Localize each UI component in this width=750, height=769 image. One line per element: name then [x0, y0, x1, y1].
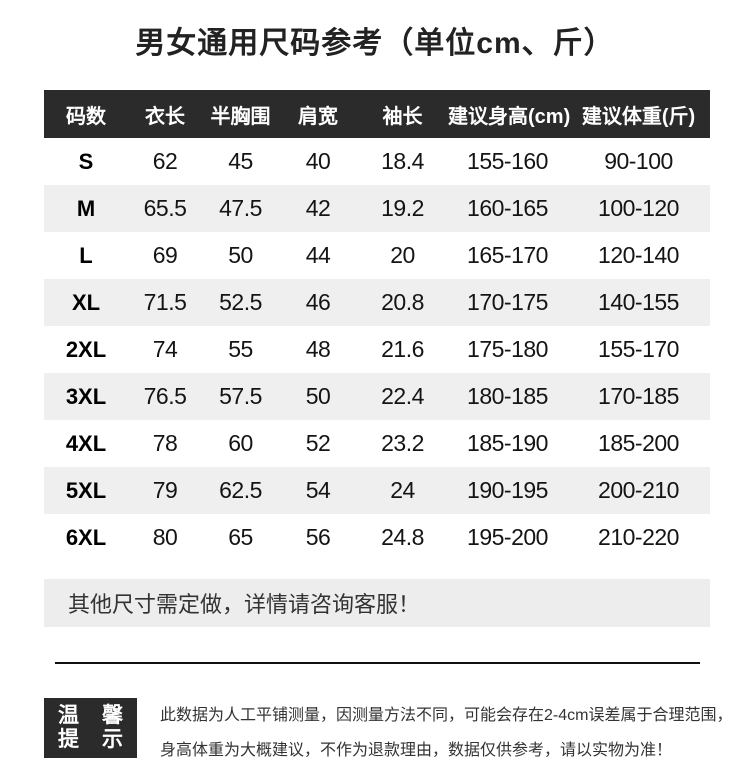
- page-title: 男女通用尺码参考（单位cm、斤）: [135, 27, 615, 60]
- shoulder-width-cell: 42: [305, 195, 331, 221]
- table-row: L 69 50 44 20 165-170 120-140: [44, 232, 710, 279]
- size-code-cell: 3XL: [65, 383, 107, 409]
- suggested-height-cell: 175-180: [467, 336, 548, 362]
- half-chest-cell: 60: [228, 430, 253, 456]
- header-half-chest: 半胸围: [210, 105, 271, 128]
- garment-length-cell: 76.5: [143, 383, 187, 409]
- shoulder-width-cell: 54: [305, 477, 331, 503]
- garment-length-cell: 79: [152, 477, 178, 503]
- size-code-cell: 6XL: [65, 524, 107, 550]
- suggested-height-cell: 160-165: [467, 195, 548, 221]
- half-chest-cell: 47.5: [219, 195, 262, 221]
- table-row: 3XL 76.5 57.5 50 22.4 180-185 170-185: [44, 373, 710, 420]
- table-header-row: 码数 衣长 半胸围 肩宽 袖长 建议身高(cm) 建议体重(斤): [44, 90, 710, 138]
- sleeve-length-cell: 24: [390, 477, 415, 503]
- half-chest-cell: 45: [228, 148, 253, 174]
- size-code-cell: L: [79, 242, 93, 268]
- sleeve-length-cell: 21.6: [381, 336, 424, 362]
- sleeve-length-cell: 19.2: [381, 195, 424, 221]
- half-chest-cell: 65: [228, 524, 253, 550]
- size-code-cell: XL: [71, 289, 101, 315]
- suggested-weight-cell: 200-210: [598, 477, 679, 503]
- suggested-height-cell: 165-170: [467, 242, 548, 268]
- table-row: XL 71.5 52.5 46 20.8 170-175 140-155: [44, 279, 710, 326]
- header-size-code: 码数: [66, 105, 106, 128]
- shoulder-width-cell: 56: [305, 524, 331, 550]
- table-row: 4XL 78 60 52 23.2 185-190 185-200: [44, 420, 710, 467]
- suggested-weight-cell: 155-170: [598, 336, 679, 362]
- garment-length-cell: 74: [152, 336, 178, 362]
- suggested-height-cell: 155-160: [467, 148, 548, 174]
- shoulder-width-cell: 52: [305, 430, 331, 456]
- half-chest-cell: 52.5: [219, 289, 262, 315]
- suggested-height-cell: 185-190: [467, 430, 548, 456]
- table-row: 2XL 74 55 48 21.6 175-180 155-170: [44, 326, 710, 373]
- header-suggested-weight: 建议体重(斤): [581, 105, 696, 128]
- warm-tips-badge: 温馨 提示: [44, 698, 137, 758]
- table-row: 6XL 80 65 56 24.8 195-200 210-220: [44, 514, 710, 561]
- custom-size-note: 其他尺寸需定做，详情请咨询客服！: [44, 579, 710, 627]
- sleeve-length-cell: 20.8: [381, 289, 424, 315]
- garment-length-cell: 62: [152, 148, 178, 174]
- shoulder-width-cell: 50: [305, 383, 331, 409]
- sleeve-length-cell: 20: [390, 242, 415, 268]
- size-code-cell: 2XL: [65, 336, 107, 362]
- table-row: S 62 45 40 18.4 155-160 90-100: [44, 138, 710, 185]
- suggested-weight-cell: 100-120: [598, 195, 679, 221]
- half-chest-cell: 50: [228, 242, 253, 268]
- garment-length-cell: 80: [152, 524, 178, 550]
- warm-tips-footer: 温馨 提示 此数据为人工平铺测量，因测量方法不同，可能会存在2-4cm误差属于合…: [44, 698, 732, 768]
- suggested-height-cell: 195-200: [467, 524, 548, 550]
- warm-tips-badge-line2: 提示: [58, 728, 123, 751]
- warm-tips-line2: 身高体重为大概建议，不作为退款理由，数据仅供参考，请以实物为准！: [160, 742, 673, 759]
- suggested-weight-cell: 170-185: [598, 383, 679, 409]
- garment-length-cell: 65.5: [143, 195, 187, 221]
- custom-size-note-text: 其他尺寸需定做，详情请咨询客服！: [68, 592, 421, 617]
- suggested-height-cell: 190-195: [467, 477, 548, 503]
- header-suggested-height: 建议身高(cm): [448, 105, 571, 128]
- suggested-weight-cell: 185-200: [598, 430, 679, 456]
- garment-length-cell: 69: [152, 242, 178, 268]
- warm-tips-text: 此数据为人工平铺测量，因测量方法不同，可能会存在2-4cm误差属于合理范围， 身…: [160, 698, 732, 768]
- shoulder-width-cell: 40: [305, 148, 331, 174]
- size-code-cell: S: [78, 148, 94, 174]
- size-code-cell: M: [76, 195, 96, 221]
- shoulder-width-cell: 46: [305, 289, 331, 315]
- half-chest-cell: 55: [228, 336, 253, 362]
- header-sleeve-length: 袖长: [382, 105, 423, 128]
- garment-length-cell: 71.5: [143, 289, 187, 315]
- shoulder-width-cell: 48: [305, 336, 331, 362]
- table-row: M 65.5 47.5 42 19.2 160-165 100-120: [44, 185, 710, 232]
- warm-tips-badge-line1: 温馨: [58, 704, 123, 727]
- warm-tips-line1: 此数据为人工平铺测量，因测量方法不同，可能会存在2-4cm误差属于合理范围，: [160, 707, 733, 724]
- suggested-height-cell: 170-175: [467, 289, 548, 315]
- suggested-height-cell: 180-185: [467, 383, 548, 409]
- half-chest-cell: 57.5: [219, 383, 262, 409]
- divider-line: [55, 662, 700, 664]
- shoulder-width-cell: 44: [305, 242, 331, 268]
- sleeve-length-cell: 18.4: [381, 148, 424, 174]
- sleeve-length-cell: 23.2: [381, 430, 424, 456]
- garment-length-cell: 78: [152, 430, 178, 456]
- table-row: 5XL 79 62.5 54 24 190-195 200-210: [44, 467, 710, 514]
- suggested-weight-cell: 210-220: [598, 524, 679, 550]
- header-shoulder-width: 肩宽: [298, 105, 338, 128]
- header-garment-length: 衣长: [145, 105, 185, 128]
- sleeve-length-cell: 24.8: [381, 524, 424, 550]
- size-code-cell: 5XL: [65, 477, 107, 503]
- size-table-body: S 62 45 40 18.4 155-160 90-100 M 65.5 47…: [44, 138, 710, 561]
- suggested-weight-cell: 140-155: [598, 289, 679, 315]
- sleeve-length-cell: 22.4: [381, 383, 424, 409]
- suggested-weight-cell: 90-100: [604, 148, 673, 174]
- size-table: 码数 衣长 半胸围 肩宽 袖长 建议身高(cm) 建议体重(斤) S 62 45…: [44, 90, 710, 561]
- size-code-cell: 4XL: [65, 430, 107, 456]
- half-chest-cell: 62.5: [219, 477, 262, 503]
- suggested-weight-cell: 120-140: [598, 242, 679, 268]
